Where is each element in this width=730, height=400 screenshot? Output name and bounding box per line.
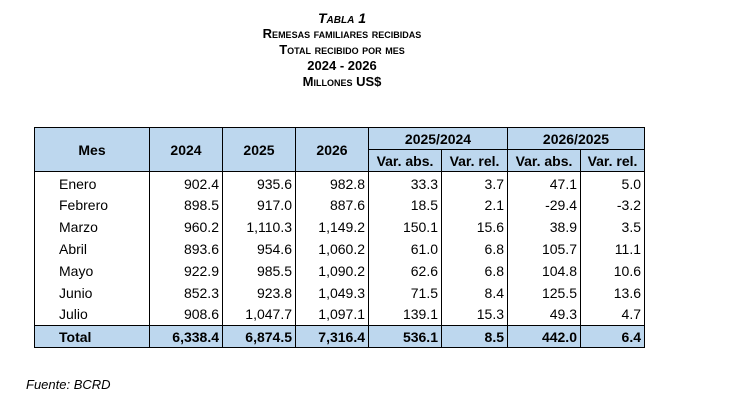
cell-var-abs-1: 150.1 (368, 215, 442, 238)
cell-2025: 954.6 (222, 237, 296, 260)
table-row: Febrero 898.5 917.0 887.6 18.5 2.1 -29.4… (34, 193, 645, 216)
header-group-2025-2024: 2025/2024 (368, 127, 508, 150)
cell-mes: Mayo (34, 259, 150, 282)
cell-mes: Abril (34, 237, 150, 260)
cell-var-rel-1: 3.7 (441, 171, 508, 194)
table-row: Junio 852.3 923.8 1,049.3 71.5 8.4 125.5… (34, 281, 645, 304)
cell-var-abs-2: 47.1 (507, 171, 581, 194)
table-row: Julio 908.6 1,047.7 1,097.1 139.1 15.3 4… (34, 303, 645, 326)
header-var-rel-2: Var. rel. (580, 149, 645, 172)
cell-var-rel-1: 8.4 (441, 281, 508, 304)
table-number: Tabla 1 (317, 10, 366, 26)
remittances-table: Mes 2024 2025 2026 2025/2024 2026/2025 V… (34, 127, 645, 348)
cell-var-abs-1: 62.6 (368, 259, 442, 282)
table-row: Mayo 922.9 985.5 1,090.2 62.6 6.8 104.8 … (34, 259, 645, 282)
cell-var-abs-1: 18.5 (368, 193, 442, 216)
cell-var-abs-1: 33.3 (368, 171, 442, 194)
cell-var-abs-2: 104.8 (507, 259, 581, 282)
table-subtitle: Total recibido por mes (279, 42, 405, 57)
cell-var-rel-1: 15.6 (441, 215, 508, 238)
cell-var-rel-2: -3.2 (580, 193, 645, 216)
cell-total-var-rel-2: 6.4 (580, 325, 645, 348)
cell-2024: 960.2 (149, 215, 223, 238)
cell-var-rel-2: 13.6 (580, 281, 645, 304)
cell-var-rel-1: 6.8 (441, 237, 508, 260)
cell-2026: 1,060.2 (295, 237, 369, 260)
cell-2025: 1,047.7 (222, 303, 296, 326)
cell-mes: Enero (34, 171, 150, 194)
cell-total-2025: 6,874.5 (222, 325, 296, 348)
cell-mes: Junio (34, 281, 150, 304)
table-period: 2024 - 2026 (307, 58, 377, 73)
cell-mes: Febrero (34, 193, 150, 216)
cell-2026: 1,049.3 (295, 281, 369, 304)
cell-var-abs-2: 105.7 (507, 237, 581, 260)
header-2026: 2026 (295, 127, 369, 172)
cell-var-rel-2: 3.5 (580, 215, 645, 238)
table-row: Marzo 960.2 1,110.3 1,149.2 150.1 15.6 3… (34, 215, 645, 238)
table-title-block: Tabla 1 Remesas familiares recibidas Tot… (0, 10, 684, 90)
cell-2024: 852.3 (149, 281, 223, 304)
cell-var-rel-2: 10.6 (580, 259, 645, 282)
cell-var-rel-1: 2.1 (441, 193, 508, 216)
header-var-rel-1: Var. rel. (441, 149, 508, 172)
table-title: Remesas familiares recibidas (262, 26, 422, 41)
cell-2025: 1,110.3 (222, 215, 296, 238)
cell-2024: 902.4 (149, 171, 223, 194)
cell-2026: 1,090.2 (295, 259, 369, 282)
cell-2026: 1,149.2 (295, 215, 369, 238)
cell-var-abs-2: 38.9 (507, 215, 581, 238)
source-note: Fuente: BCRD (26, 377, 111, 392)
cell-total-2024: 6,338.4 (149, 325, 223, 348)
header-var-abs-2: Var. abs. (507, 149, 581, 172)
cell-var-abs-2: -29.4 (507, 193, 581, 216)
cell-2024: 908.6 (149, 303, 223, 326)
cell-2024: 898.5 (149, 193, 223, 216)
table-row: Enero 902.4 935.6 982.8 33.3 3.7 47.1 5.… (34, 171, 645, 194)
table-row: Abril 893.6 954.6 1,060.2 61.0 6.8 105.7… (34, 237, 645, 260)
cell-2025: 935.6 (222, 171, 296, 194)
cell-total-label: Total (34, 325, 150, 348)
cell-var-rel-1: 6.8 (441, 259, 508, 282)
cell-var-abs-2: 125.5 (507, 281, 581, 304)
cell-var-abs-1: 139.1 (368, 303, 442, 326)
cell-var-rel-2: 11.1 (580, 237, 645, 260)
cell-total-2026: 7,316.4 (295, 325, 369, 348)
cell-total-var-abs-2: 442.0 (507, 325, 581, 348)
table-units: Millones US$ (302, 74, 382, 89)
cell-2026: 1,097.1 (295, 303, 369, 326)
header-mes: Mes (34, 127, 150, 172)
total-row: Total 6,338.4 6,874.5 7,316.4 536.1 8.5 … (34, 325, 645, 348)
cell-var-rel-2: 5.0 (580, 171, 645, 194)
cell-2025: 985.5 (222, 259, 296, 282)
cell-var-abs-1: 61.0 (368, 237, 442, 260)
cell-var-abs-1: 71.5 (368, 281, 442, 304)
cell-2025: 917.0 (222, 193, 296, 216)
cell-total-var-rel-1: 8.5 (441, 325, 508, 348)
header-2024: 2024 (149, 127, 223, 172)
cell-2026: 887.6 (295, 193, 369, 216)
cell-var-abs-2: 49.3 (507, 303, 581, 326)
cell-var-rel-2: 4.7 (580, 303, 645, 326)
cell-2026: 982.8 (295, 171, 369, 194)
cell-2025: 923.8 (222, 281, 296, 304)
cell-mes: Julio (34, 303, 150, 326)
cell-mes: Marzo (34, 215, 150, 238)
header-group-2026-2025: 2026/2025 (507, 127, 645, 150)
header-var-abs-1: Var. abs. (368, 149, 442, 172)
cell-2024: 893.6 (149, 237, 223, 260)
header-2025: 2025 (222, 127, 296, 172)
cell-var-rel-1: 15.3 (441, 303, 508, 326)
cell-2024: 922.9 (149, 259, 223, 282)
cell-total-var-abs-1: 536.1 (368, 325, 442, 348)
